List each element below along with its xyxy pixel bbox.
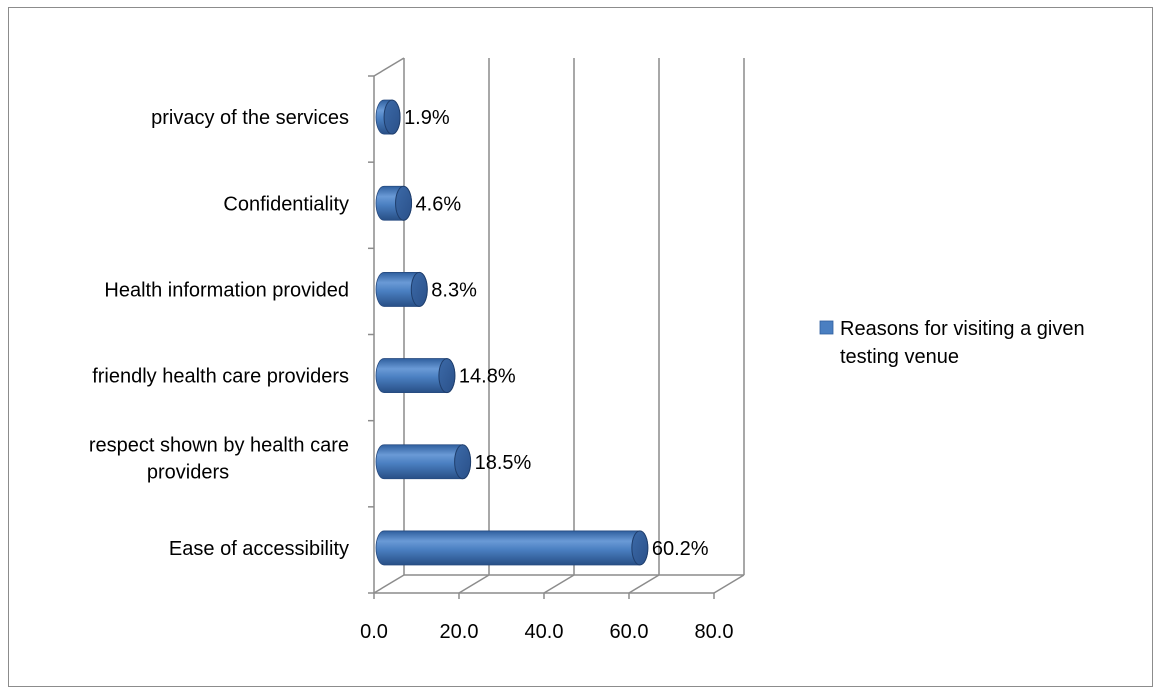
floor-gridline-80 <box>713 574 745 594</box>
legend-swatch <box>819 320 834 335</box>
category-label: Health information provided <box>104 279 349 301</box>
labels: 0.0 20.0 40.0 60.0 80.0 60.2% Ease of accessib… <box>89 107 734 643</box>
x-tick-label: 20.0 <box>440 621 479 643</box>
bar <box>375 444 472 480</box>
x-tick-label: 0.0 <box>360 621 388 643</box>
data-label: 1.9% <box>404 107 450 129</box>
wall-top-connector <box>373 57 405 77</box>
bar <box>375 358 456 394</box>
bar-cap <box>383 99 401 135</box>
bar <box>375 185 413 221</box>
floor-gridline-40 <box>543 574 575 594</box>
x-tick-label: 80.0 <box>695 621 734 643</box>
axes <box>368 75 715 599</box>
category-label: privacy of the services <box>151 107 349 129</box>
bar-cap <box>631 530 649 566</box>
data-label: 18.5% <box>475 452 532 474</box>
bar-cap <box>410 271 428 307</box>
chart-frame <box>8 7 1153 687</box>
category-label: Confidentiality <box>223 193 349 215</box>
floor-gridline-0 <box>373 574 405 594</box>
x-tick-label: 40.0 <box>525 621 564 643</box>
data-label: 14.8% <box>459 366 516 388</box>
gridlines <box>373 58 745 594</box>
bar <box>375 530 649 566</box>
legend: Reasons for visiting a given testing venu… <box>819 318 1085 368</box>
bar-cap <box>395 185 413 221</box>
bar-cap <box>454 444 472 480</box>
bar <box>375 99 401 135</box>
x-tick-label: 60.0 <box>610 621 649 643</box>
legend-label: Reasons for visiting a given testing venu… <box>840 318 1085 368</box>
data-label: 8.3% <box>431 279 477 301</box>
floor-gridline-60 <box>628 574 660 594</box>
category-label: respect shown by health care providers <box>89 434 349 483</box>
data-label: 60.2% <box>652 538 709 560</box>
category-label: Ease of accessibility <box>169 538 349 560</box>
data-label: 4.6% <box>416 193 462 215</box>
chart-walls <box>373 57 744 576</box>
bar-body <box>375 530 649 566</box>
bar <box>375 271 428 307</box>
bars <box>375 99 649 566</box>
category-label: friendly health care providers <box>92 366 349 388</box>
bar-cap <box>438 358 456 394</box>
floor-gridline-20 <box>458 574 490 594</box>
